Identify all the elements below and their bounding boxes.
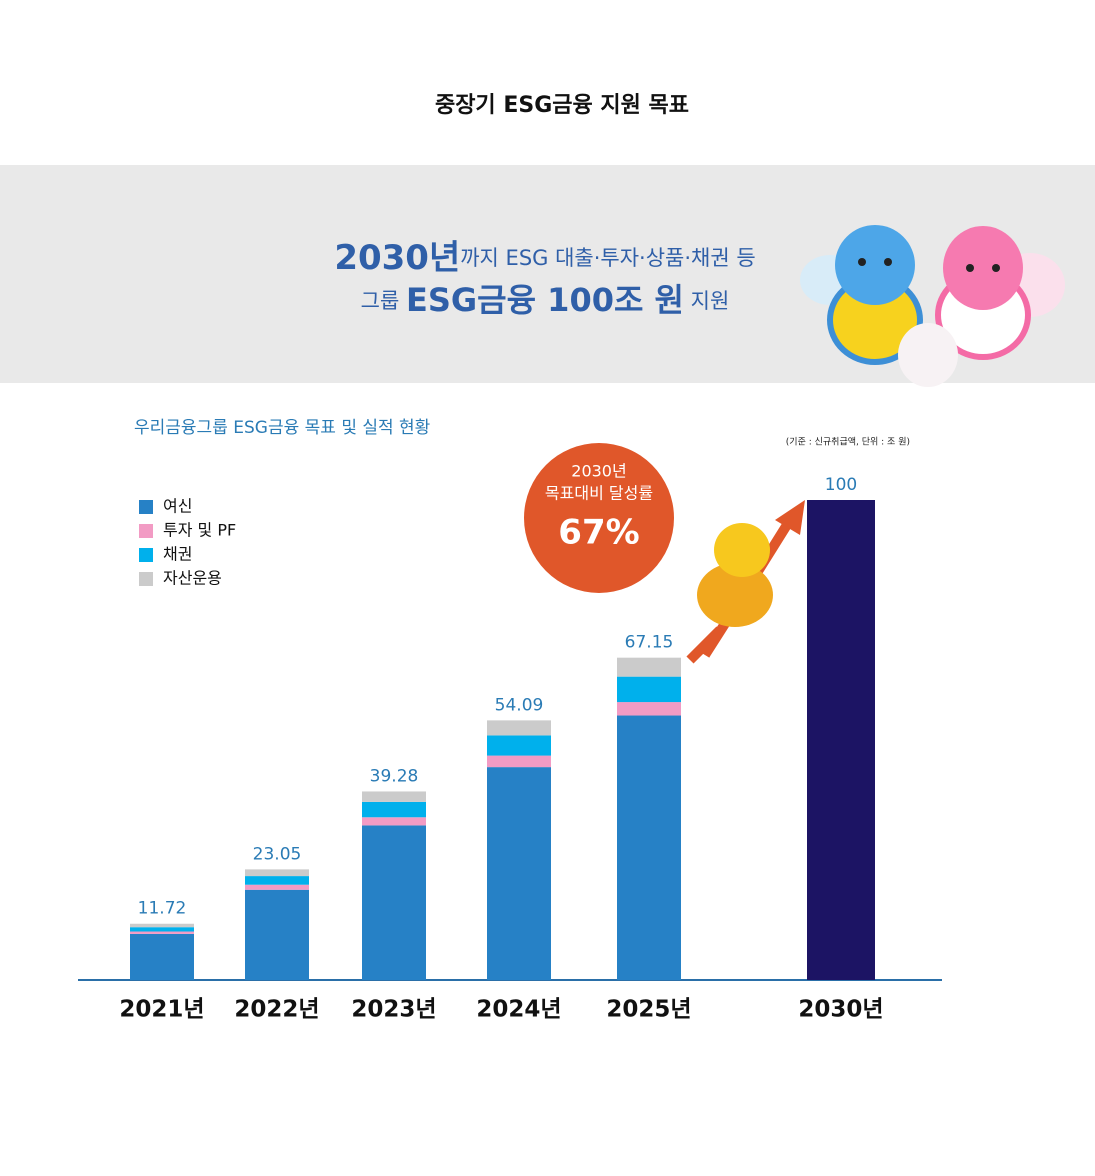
headline-text: 그룹	[361, 289, 406, 313]
badge-text: 2030년	[571, 462, 626, 481]
bar-segment	[617, 657, 681, 677]
legend-label: 여신	[163, 497, 192, 516]
legend-label: 채권	[163, 545, 192, 564]
bar-segment	[245, 889, 309, 980]
bar-segment	[245, 869, 309, 877]
headline-text: 지원	[684, 289, 729, 313]
bar-segment	[130, 931, 194, 934]
headline-line1: 2030년까지 ESG 대출·투자·상품·채권 등	[334, 238, 755, 278]
total-label: 54.09	[495, 695, 544, 715]
bar-segment	[487, 767, 551, 980]
legend-swatch	[139, 500, 153, 514]
bar-segment	[362, 791, 426, 802]
achievement-badge: 2030년 목표대비 달성률 67%	[524, 443, 674, 593]
climbing-bee	[686, 500, 805, 664]
bar-segment	[487, 755, 551, 768]
total-label: 67.15	[625, 633, 674, 653]
bar-segment	[245, 884, 309, 890]
bar-segment	[487, 735, 551, 756]
bar-segment	[130, 923, 194, 928]
total-label: 100	[825, 475, 857, 495]
chart-title: 우리금융그룹 ESG금융 목표 및 실적 현황	[134, 418, 430, 438]
total-label: 11.72	[138, 899, 187, 919]
x-tick-label: 2021년	[119, 997, 204, 1023]
badge-text: 목표대비 달성률	[545, 484, 653, 503]
legend-swatch	[139, 548, 153, 562]
bar-segment	[362, 817, 426, 826]
badge-circle	[524, 443, 674, 593]
bar-segment	[130, 927, 194, 932]
bar-segment	[245, 876, 309, 885]
x-tick-label: 2025년	[606, 997, 691, 1023]
headline-strong: 2030년	[334, 238, 460, 278]
bar-segment	[362, 825, 426, 980]
legend-swatch	[139, 572, 153, 586]
bar-segment	[617, 702, 681, 716]
legend-label: 투자 및 PF	[163, 521, 236, 540]
headline-strong: ESG금융 100조 원	[406, 281, 684, 319]
page-title: 중장기 ESG금융 지원 목표	[435, 93, 689, 118]
bar-segment	[130, 933, 194, 980]
mascots	[800, 225, 1065, 387]
badge-value: 67%	[558, 513, 639, 553]
unit-note: (기준 : 신규취급액, 단위 : 조 원)	[786, 436, 910, 448]
bar-segment	[617, 676, 681, 703]
target-bar	[807, 500, 875, 980]
x-tick-label: 2024년	[476, 997, 561, 1023]
total-label: 39.28	[370, 766, 419, 786]
headline-line2: 그룹 ESG금융 100조 원 지원	[361, 281, 730, 319]
x-tick-label: 2022년	[234, 997, 319, 1023]
bar-segment	[617, 715, 681, 980]
total-label: 23.05	[253, 844, 302, 864]
bar-segment	[487, 720, 551, 736]
legend-label: 자산운용	[163, 569, 222, 588]
legend-swatch	[139, 524, 153, 538]
x-tick-label: 2023년	[351, 997, 436, 1023]
bar-segment	[362, 801, 426, 818]
headline-text: 까지 ESG 대출·투자·상품·채권 등	[460, 246, 755, 270]
x-tick-label: 2030년	[798, 997, 883, 1023]
